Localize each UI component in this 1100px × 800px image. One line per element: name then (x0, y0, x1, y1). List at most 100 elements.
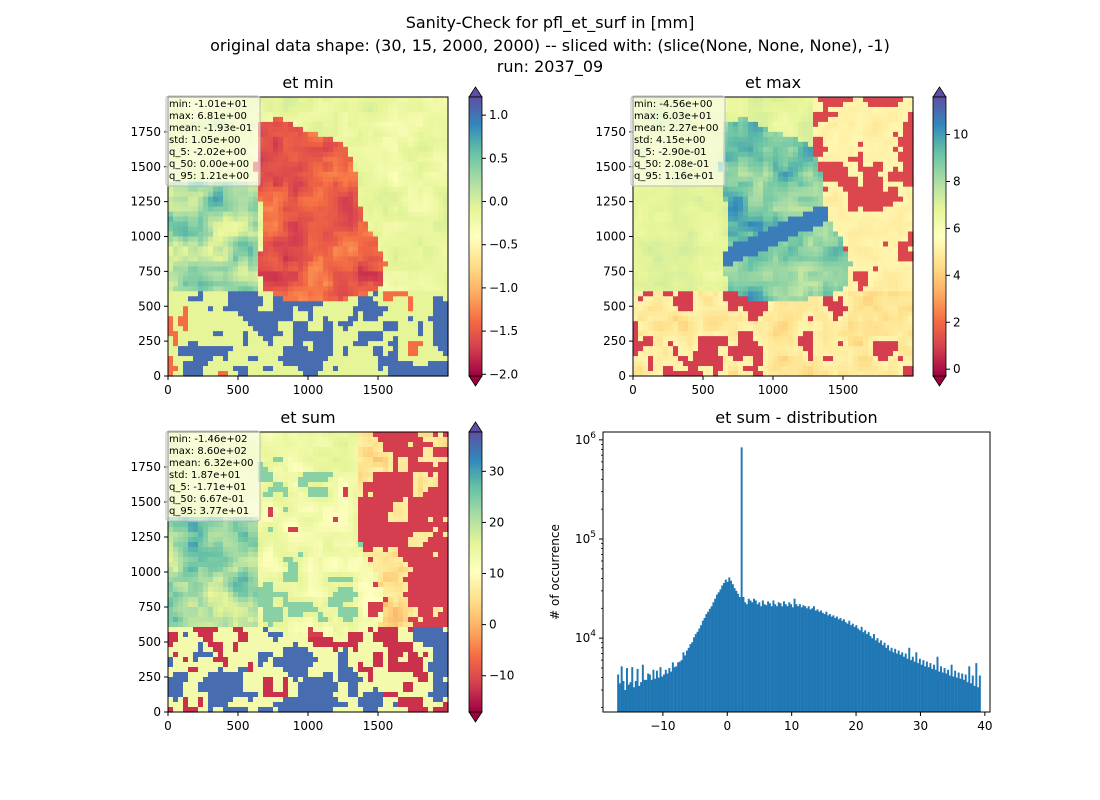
heatmap-cell (898, 231, 904, 238)
heatmap-cell (288, 296, 294, 302)
heatmap-cell (868, 97, 874, 103)
heatmap-cell (673, 251, 679, 258)
heatmap-cell (258, 226, 264, 233)
heatmap-cell (748, 126, 754, 133)
heatmap-cell (313, 161, 319, 168)
heatmap-cell (358, 226, 364, 233)
heatmap-cell (358, 186, 364, 193)
heatmap-cell (838, 161, 844, 168)
heatmap-cell (373, 351, 379, 357)
heatmap-cell (343, 326, 349, 332)
heatmap-cell (338, 216, 344, 223)
heatmap-cell (658, 231, 664, 238)
heatmap-cell (713, 246, 719, 253)
heatmap-cell (293, 111, 299, 118)
heatmap-cell (283, 281, 289, 287)
heatmap-cell (793, 171, 799, 178)
heatmap-cell (298, 226, 304, 233)
heatmap-cell (793, 246, 799, 253)
heatmap-cell (178, 371, 184, 377)
heatmap-cell (403, 121, 409, 128)
heatmap-cell (263, 366, 269, 372)
heatmap-cell (433, 331, 439, 337)
heatmap-cell (643, 191, 649, 198)
heatmap-cell (883, 176, 889, 183)
heatmap-cell (893, 141, 899, 148)
heatmap-cell (798, 146, 804, 153)
heatmap-cell (358, 251, 364, 258)
heatmap-cell (633, 196, 639, 203)
heatmap-cell (173, 371, 179, 377)
heatmap-cell (808, 191, 814, 198)
heatmap-cell (408, 291, 414, 297)
heatmap-cell (888, 191, 894, 198)
heatmap-cell (333, 116, 339, 123)
heatmap-cell (863, 171, 869, 178)
heatmap-cell (193, 286, 199, 292)
heatmap-cell (268, 151, 274, 158)
heatmap-cell (738, 196, 744, 203)
heatmap-cell (203, 301, 209, 307)
heatmap-cell (393, 251, 399, 258)
heatmap-cell (263, 246, 269, 253)
heatmap-cell (308, 326, 314, 332)
heatmap-cell (358, 271, 364, 277)
heatmap-cell (183, 371, 189, 377)
heatmap-cell (268, 206, 274, 213)
heatmap-cell (348, 121, 354, 128)
heatmap-cell (323, 306, 329, 312)
heatmap-cell (803, 196, 809, 203)
heatmap-cell (388, 131, 394, 138)
heatmap-cell (343, 286, 349, 292)
heatmap-cell (168, 331, 174, 337)
heatmap-cell (333, 251, 339, 258)
heatmap-cell (263, 356, 269, 362)
heatmap-cell (738, 151, 744, 158)
heatmap-cell (263, 226, 269, 233)
heatmap-cell (313, 97, 319, 103)
heatmap-cell (443, 151, 449, 158)
heatmap-cell (228, 321, 234, 327)
heatmap-cell (688, 186, 694, 193)
heatmap-cell (168, 246, 174, 253)
heatmap-cell (358, 216, 364, 223)
heatmap-cell (243, 211, 249, 218)
heatmap-cell (753, 171, 759, 178)
heatmap-cell (778, 111, 784, 118)
heatmap-cell (878, 216, 884, 223)
heatmap-cell (818, 211, 824, 218)
heatmap-cell (293, 186, 299, 193)
heatmap-cell (398, 366, 404, 372)
heatmap-cell (283, 341, 289, 347)
heatmap-cell (338, 231, 344, 238)
heatmap-cell (293, 181, 299, 188)
heatmap-cell (443, 366, 449, 372)
heatmap-cell (418, 121, 424, 128)
heatmap-cell (208, 286, 214, 292)
heatmap-cell (313, 281, 319, 287)
heatmap-cell (733, 136, 739, 143)
heatmap-cell (293, 201, 299, 208)
heatmap-cell (868, 231, 874, 238)
heatmap-cell (318, 301, 324, 307)
heatmap-cell (843, 141, 849, 148)
heatmap-cell (883, 236, 889, 243)
heatmap-cell (323, 141, 329, 148)
heatmap-cell (258, 231, 264, 238)
heatmap-cell (778, 121, 784, 128)
heatmap-cell (778, 161, 784, 168)
heatmap-cell (398, 211, 404, 218)
heatmap-cell (348, 176, 354, 183)
heatmap-cell (833, 121, 839, 128)
heatmap-cell (378, 246, 384, 253)
heatmap-cell (308, 101, 314, 108)
heatmap-cell (288, 166, 294, 173)
heatmap-cell (788, 226, 794, 233)
heatmap-cell (313, 196, 319, 203)
heatmap-cell (228, 221, 234, 228)
heatmap-cell (423, 176, 429, 183)
heatmap-cell (333, 241, 339, 248)
heatmap-cell (738, 186, 744, 193)
heatmap-cell (888, 241, 894, 248)
heatmap-cell (223, 331, 229, 337)
